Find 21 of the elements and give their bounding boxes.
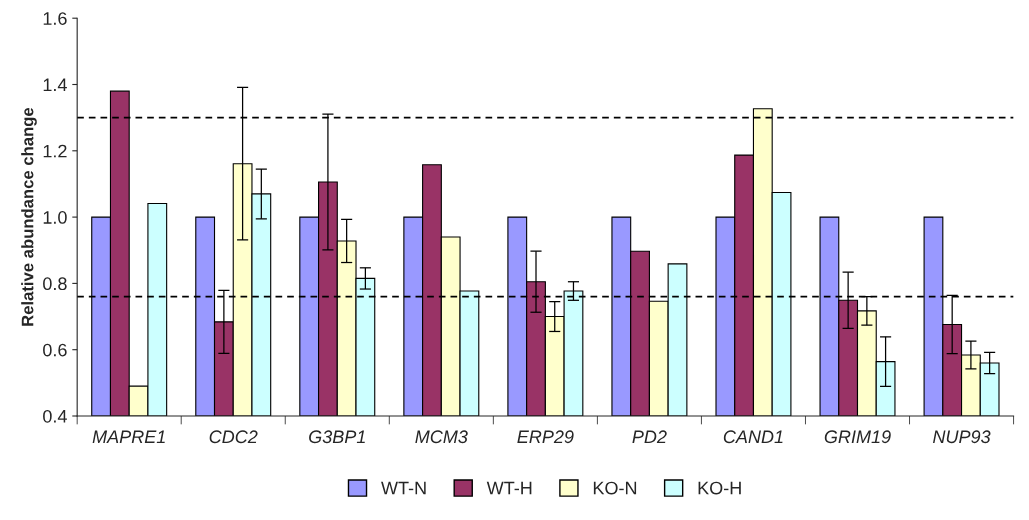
x-tick-label: MAPRE1	[92, 430, 165, 443]
y-tick-label: 1.0	[43, 211, 67, 224]
x-tick-label: CAND1	[723, 430, 783, 444]
x-tick-label: PD2	[632, 430, 667, 443]
y-tick-label: 1.4	[43, 78, 67, 92]
legend-label: WT-H	[486, 481, 532, 495]
x-tick-label: GRIM19	[824, 430, 891, 444]
y-tick-label: 0.6	[43, 343, 67, 357]
x-tick-label: G3BP1	[309, 430, 365, 444]
x-tick-label: CDC2	[209, 430, 258, 444]
x-tick-label: ERP29	[517, 430, 574, 444]
x-tick-label: MCM3	[415, 430, 468, 444]
y-tick-label: 0.4	[43, 409, 67, 423]
y-tick-label: 0.8	[43, 277, 67, 291]
y-tick-label: 1.2	[43, 144, 67, 158]
y-tick-label: 1.6	[43, 12, 67, 25]
legend-label: KO-H	[698, 481, 741, 495]
y-axis-title: Relative abundance change	[21, 107, 37, 326]
x-tick-label: NUP93	[933, 430, 991, 444]
legend-label: KO-N	[593, 481, 637, 495]
legend-label: WT-N	[381, 481, 426, 495]
